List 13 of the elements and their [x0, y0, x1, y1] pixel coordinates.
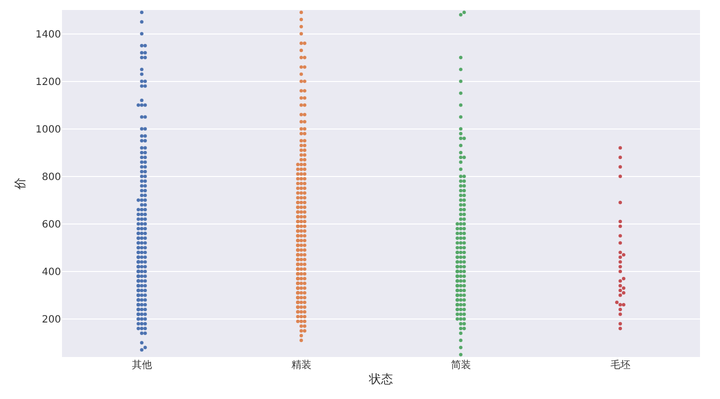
y-tick-label: 400: [42, 266, 61, 278]
x-tick-label: 简装: [450, 359, 471, 371]
y-tick-label: 200: [42, 314, 61, 326]
y-axis-title: 价: [12, 178, 27, 190]
x-tick-label: 精装: [291, 359, 312, 371]
x-tick-label: 其他: [132, 359, 152, 371]
y-tick-label: 600: [42, 219, 61, 230]
y-tick-label: 1400: [36, 29, 61, 40]
y-tick-label: 1000: [36, 124, 61, 136]
x-axis-title: 状态: [368, 372, 393, 386]
y-tick-label: 800: [42, 172, 61, 183]
y-tick-label: 1200: [36, 76, 61, 88]
x-tick-label: 毛坯: [610, 359, 630, 371]
